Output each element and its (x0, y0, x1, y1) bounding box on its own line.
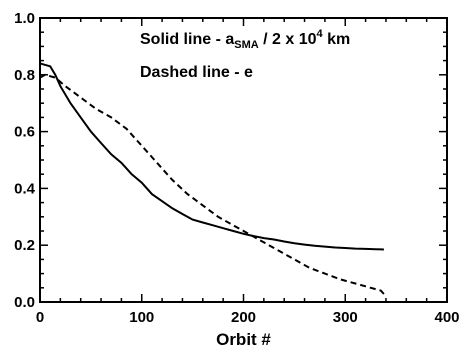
x-axis-label: Orbit # (216, 330, 271, 348)
solid-line-a-sma (39, 62, 384, 251)
series-lines (39, 62, 387, 297)
legend-solid-prefix: Solid line - a (140, 31, 234, 48)
axis-ticks (39, 17, 448, 303)
legend: Solid line - aSMA / 2 x 104 km Dashed li… (140, 28, 350, 81)
plot-frame (39, 17, 448, 303)
legend-solid-suffix: km (323, 31, 351, 48)
y-tick-label: 0.4 (14, 180, 36, 197)
x-tick-label: 400 (434, 309, 459, 326)
x-tick-label: 300 (333, 309, 358, 326)
dashed-line-e (39, 73, 387, 297)
tick-labels: 0 100 200 300 400 0.0 0.2 0.4 0.6 0.8 1.0 (14, 10, 459, 326)
x-tick-label: 100 (129, 309, 154, 326)
x-tick-label: 0 (36, 309, 44, 326)
y-tick-label: 0.2 (14, 237, 35, 254)
x-tick-label: 200 (231, 309, 256, 326)
y-tick-label: 1.0 (14, 10, 35, 27)
legend-dashed-line: Dashed line - e (140, 64, 253, 81)
y-tick-label: 0.8 (14, 67, 35, 84)
legend-solid-subscript: SMA (234, 39, 259, 51)
y-tick-label: 0.0 (14, 294, 35, 311)
legend-solid-superscript: 4 (317, 28, 324, 40)
legend-solid-middle: / 2 x 10 (259, 31, 317, 48)
y-tick-label: 0.6 (14, 124, 35, 141)
legend-solid-line: Solid line - aSMA / 2 x 104 km (140, 28, 350, 51)
